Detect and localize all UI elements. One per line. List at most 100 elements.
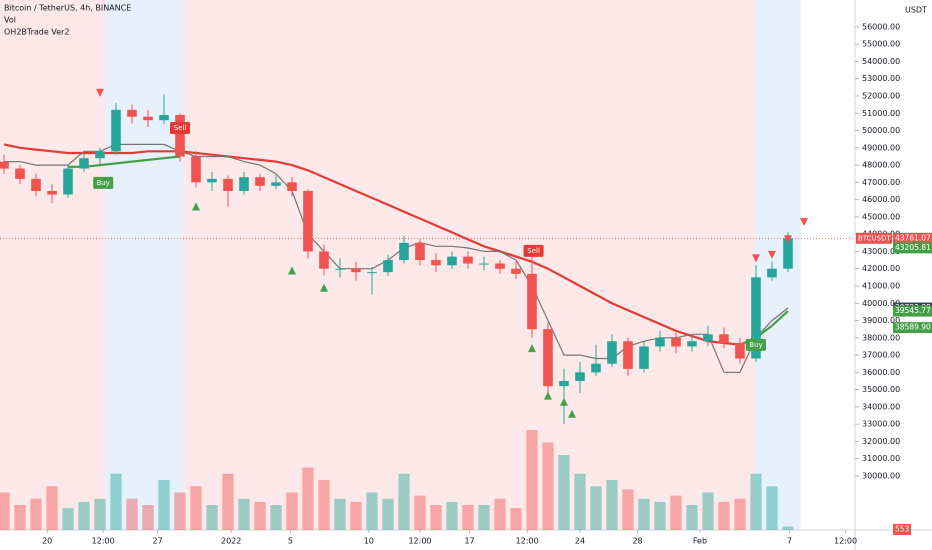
candle-body xyxy=(191,156,201,183)
volume-bar xyxy=(622,489,634,530)
volume-bar xyxy=(318,480,330,530)
buy-marker xyxy=(559,397,568,406)
volume-bar xyxy=(606,480,618,530)
x-tick-label: Feb xyxy=(693,537,707,546)
y-tick-label: 40000.00 xyxy=(862,299,900,308)
bg-band xyxy=(183,0,755,530)
volume-bar xyxy=(574,473,586,530)
y-tick-label: 47000.00 xyxy=(862,178,900,187)
symbol-tag xyxy=(856,232,892,244)
y-axis-label: USDT xyxy=(905,6,927,15)
y-tick-label: 42000.00 xyxy=(862,264,900,273)
candle-body xyxy=(207,178,217,183)
candle-body xyxy=(783,238,793,269)
volume-tag xyxy=(893,524,911,535)
y-tick-label: 55000.00 xyxy=(862,40,900,49)
y-tick-label: 51000.00 xyxy=(862,109,900,118)
volume-bar xyxy=(430,505,442,530)
y-tick-label: 41000.00 xyxy=(862,281,900,290)
volume-bar xyxy=(686,505,698,530)
candle-body xyxy=(543,329,553,387)
volume-bar xyxy=(590,486,602,530)
candle-body xyxy=(287,182,297,192)
buy-marker xyxy=(527,344,536,353)
volume-tag-text: 553 xyxy=(895,525,910,534)
y-tick-label: 52000.00 xyxy=(862,92,900,101)
volume-bar xyxy=(270,505,282,530)
price-tag xyxy=(893,305,932,317)
price-tag-text: 38589.90 xyxy=(895,323,931,332)
candle-body xyxy=(399,242,409,261)
volume-bar xyxy=(238,498,250,530)
buy-marker xyxy=(567,409,576,418)
signal-text: Sell xyxy=(527,247,540,255)
volume-bar xyxy=(110,473,122,530)
volume-bar xyxy=(414,495,426,530)
x-tick-label: 5 xyxy=(288,537,293,546)
candle-body xyxy=(255,177,265,186)
candle-body xyxy=(591,363,601,373)
buy-marker xyxy=(319,283,328,292)
price-tag-text: 43205.81 xyxy=(895,243,931,252)
candle-body xyxy=(0,161,9,169)
buy-marker xyxy=(543,391,552,400)
candle-body xyxy=(495,263,505,269)
price-tag xyxy=(893,232,932,244)
candle-body xyxy=(463,256,473,264)
candle-body xyxy=(607,341,617,364)
candle-body xyxy=(239,177,249,192)
volume-bar xyxy=(14,505,26,530)
signal-text: Buy xyxy=(749,341,762,349)
plot: Buy Sell Sell Buy xyxy=(0,88,855,530)
price-tag-text: 39545.77 xyxy=(895,306,931,315)
volume-bar xyxy=(286,492,298,530)
candle-body xyxy=(367,272,377,274)
volume-bar xyxy=(750,473,762,530)
x-tick-label: 12:00 xyxy=(516,537,539,546)
y-tick-label: 32000.00 xyxy=(862,437,900,446)
signal-text: Sell xyxy=(174,124,187,132)
indicator-label: Vol xyxy=(4,16,16,25)
volume-bar xyxy=(350,501,362,530)
signal-label xyxy=(523,244,544,257)
sell-marker xyxy=(799,218,808,227)
y-tick-label: 38000.00 xyxy=(862,333,900,342)
volume-bar xyxy=(654,501,666,530)
volume-bar xyxy=(702,492,714,530)
sell-marker xyxy=(767,250,776,259)
candle-body xyxy=(47,191,57,195)
y-tick-label: 36000.00 xyxy=(862,368,900,377)
signal-label xyxy=(745,338,766,351)
candle-body xyxy=(319,251,329,269)
indicator-line xyxy=(3,143,741,346)
bg-band xyxy=(0,0,105,530)
y-tick-label: 43000.00 xyxy=(862,247,900,256)
chart-title: Bitcoin / TetherUS, 4h, BINANCE xyxy=(4,4,131,13)
candle-body xyxy=(95,151,105,159)
candle-body xyxy=(447,256,457,266)
x-tick-label: 10 xyxy=(364,537,374,546)
volume-bar xyxy=(398,473,410,530)
x-tick-label: 7 xyxy=(787,537,792,546)
x-tick-label: 24 xyxy=(575,537,585,546)
y-tick-label: 56000.00 xyxy=(862,22,900,31)
buy-marker xyxy=(287,266,296,275)
y-tick-label: 31000.00 xyxy=(862,454,900,463)
volume-bar xyxy=(334,498,346,530)
bg-band xyxy=(105,0,183,530)
y-tick-label: 39000.00 xyxy=(862,316,900,325)
candle-body xyxy=(639,346,649,369)
y-tick-label: 45000.00 xyxy=(862,212,900,221)
y-tick-label: 30000.00 xyxy=(862,471,900,480)
bg-band xyxy=(755,0,801,530)
volume-bar xyxy=(302,467,314,530)
volume-bar xyxy=(46,486,58,530)
candle-body xyxy=(351,268,361,273)
candle-body xyxy=(511,268,521,274)
y-tick-label: 37000.00 xyxy=(862,351,900,360)
candle-body xyxy=(303,191,313,252)
indicator-label: OH2BTrade Ver2 xyxy=(4,28,70,37)
candle-body xyxy=(271,182,281,186)
candle-body xyxy=(671,337,681,347)
